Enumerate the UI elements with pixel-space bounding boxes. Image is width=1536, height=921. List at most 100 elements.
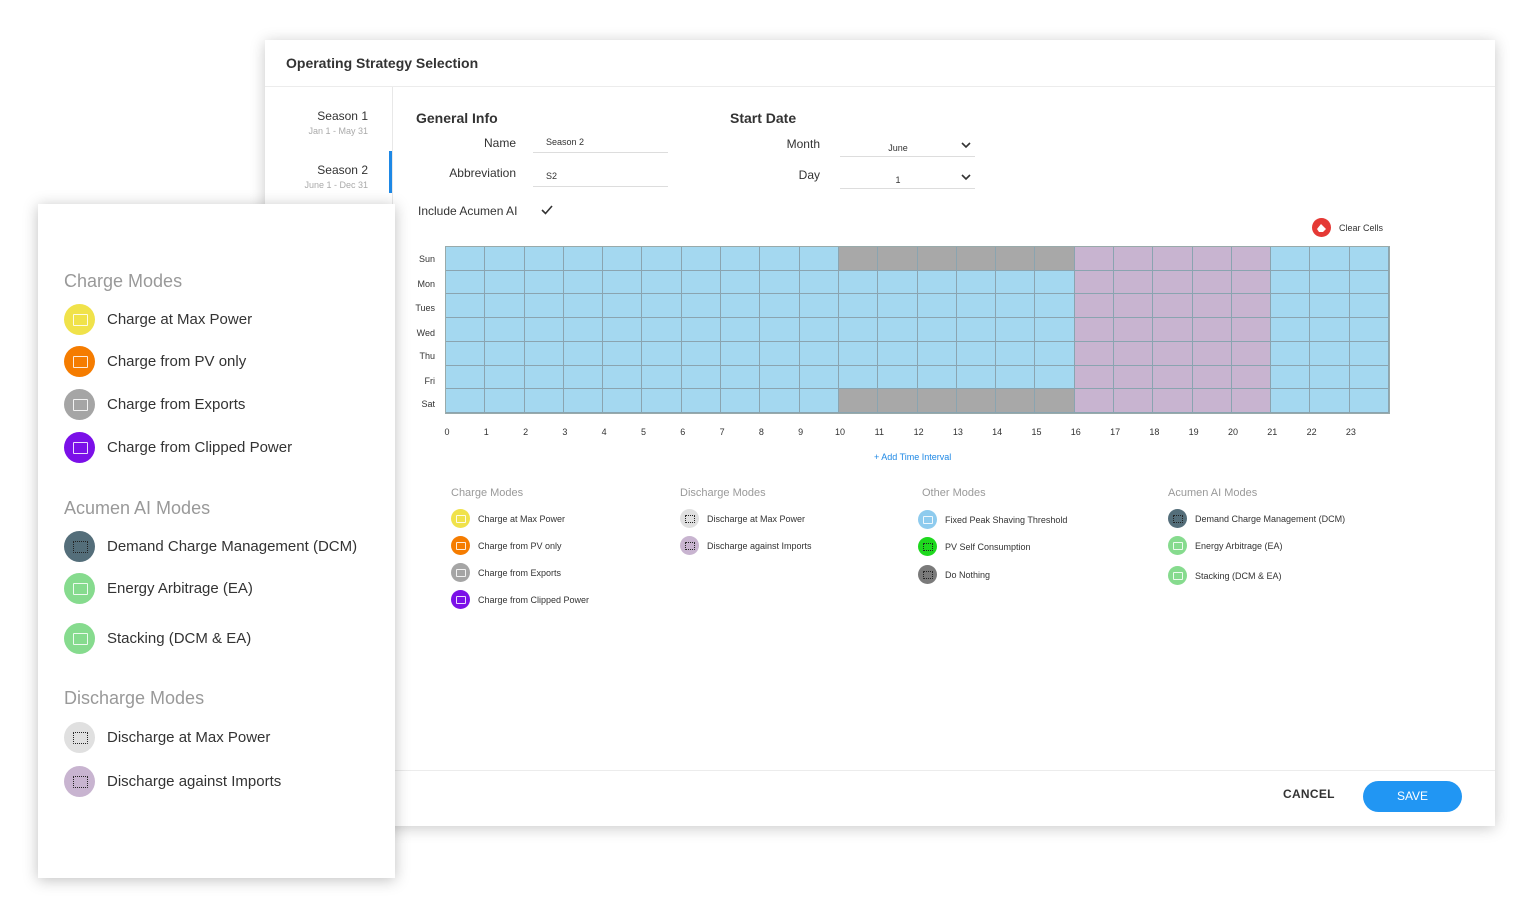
- overlay-mode-item[interactable]: Charge at Max Power: [64, 304, 252, 335]
- schedule-cell[interactable]: [1192, 389, 1232, 413]
- legend-item[interactable]: Charge at Max Power: [451, 509, 565, 528]
- schedule-cell[interactable]: [1153, 365, 1193, 390]
- schedule-cell[interactable]: [524, 247, 564, 271]
- schedule-cell[interactable]: [524, 365, 564, 390]
- schedule-cell[interactable]: [603, 270, 643, 295]
- schedule-cell[interactable]: [603, 318, 643, 342]
- schedule-cell[interactable]: [996, 365, 1036, 390]
- schedule-cell[interactable]: [1271, 318, 1311, 342]
- legend-item[interactable]: Discharge against Imports: [680, 536, 812, 555]
- schedule-grid[interactable]: [445, 246, 1390, 414]
- schedule-cell[interactable]: [760, 389, 800, 413]
- schedule-cell[interactable]: [1349, 247, 1389, 271]
- schedule-cell[interactable]: [1113, 365, 1154, 390]
- schedule-cell[interactable]: [1192, 341, 1232, 366]
- schedule-cell[interactable]: [563, 389, 604, 413]
- day-select[interactable]: 1: [840, 167, 975, 189]
- schedule-cell[interactable]: [956, 365, 997, 390]
- schedule-cell[interactable]: [1113, 270, 1154, 295]
- schedule-cell[interactable]: [760, 294, 800, 319]
- clear-cells-button[interactable]: Clear Cells: [1312, 218, 1383, 237]
- schedule-cell[interactable]: [642, 270, 682, 295]
- schedule-cell[interactable]: [446, 389, 486, 413]
- schedule-cell[interactable]: [563, 341, 604, 366]
- schedule-cell[interactable]: [524, 294, 564, 319]
- schedule-cell[interactable]: [1035, 318, 1075, 342]
- overlay-mode-item[interactable]: Discharge against Imports: [64, 766, 281, 797]
- schedule-cell[interactable]: [917, 294, 957, 319]
- schedule-cell[interactable]: [1310, 389, 1350, 413]
- schedule-cell[interactable]: [838, 294, 879, 319]
- schedule-cell[interactable]: [721, 247, 761, 271]
- schedule-cell[interactable]: [956, 247, 997, 271]
- legend-item[interactable]: Discharge at Max Power: [680, 509, 805, 528]
- schedule-cell[interactable]: [1153, 294, 1193, 319]
- schedule-cell[interactable]: [563, 318, 604, 342]
- schedule-cell[interactable]: [1231, 294, 1272, 319]
- schedule-cell[interactable]: [1349, 365, 1389, 390]
- schedule-cell[interactable]: [563, 270, 604, 295]
- schedule-cell[interactable]: [563, 365, 604, 390]
- schedule-cell[interactable]: [1349, 389, 1389, 413]
- schedule-cell[interactable]: [1074, 341, 1114, 366]
- schedule-cell[interactable]: [524, 341, 564, 366]
- schedule-cell[interactable]: [1310, 365, 1350, 390]
- schedule-cell[interactable]: [1074, 294, 1114, 319]
- schedule-cell[interactable]: [996, 341, 1036, 366]
- schedule-cell[interactable]: [956, 270, 997, 295]
- schedule-cell[interactable]: [642, 318, 682, 342]
- schedule-cell[interactable]: [1192, 294, 1232, 319]
- season-tab-1[interactable]: Season 1 Jan 1 - May 31: [308, 109, 368, 136]
- schedule-cell[interactable]: [1153, 341, 1193, 366]
- schedule-cell[interactable]: [721, 341, 761, 366]
- add-time-interval-link[interactable]: + Add Time Interval: [874, 452, 952, 462]
- schedule-cell[interactable]: [603, 294, 643, 319]
- schedule-cell[interactable]: [1113, 294, 1154, 319]
- legend-item[interactable]: PV Self Consumption: [918, 537, 1031, 556]
- schedule-cell[interactable]: [446, 270, 486, 295]
- schedule-cell[interactable]: [996, 318, 1036, 342]
- schedule-cell[interactable]: [1231, 365, 1272, 390]
- schedule-cell[interactable]: [1231, 318, 1272, 342]
- schedule-cell[interactable]: [1192, 365, 1232, 390]
- schedule-cell[interactable]: [1310, 247, 1350, 271]
- legend-item[interactable]: Demand Charge Management (DCM): [1168, 509, 1345, 528]
- cancel-button[interactable]: CANCEL: [1283, 787, 1335, 801]
- schedule-cell[interactable]: [1271, 365, 1311, 390]
- schedule-cell[interactable]: [799, 341, 839, 366]
- schedule-cell[interactable]: [917, 389, 957, 413]
- schedule-cell[interactable]: [878, 270, 918, 295]
- schedule-cell[interactable]: [446, 247, 486, 271]
- season-tab-2[interactable]: Season 2 June 1 - Dec 31: [304, 151, 392, 193]
- schedule-cell[interactable]: [917, 341, 957, 366]
- schedule-cell[interactable]: [485, 294, 525, 319]
- schedule-cell[interactable]: [524, 318, 564, 342]
- schedule-cell[interactable]: [1271, 247, 1311, 271]
- schedule-cell[interactable]: [1231, 270, 1272, 295]
- schedule-cell[interactable]: [721, 365, 761, 390]
- schedule-cell[interactable]: [681, 247, 722, 271]
- schedule-cell[interactable]: [446, 318, 486, 342]
- schedule-cell[interactable]: [1074, 318, 1114, 342]
- schedule-cell[interactable]: [878, 389, 918, 413]
- overlay-mode-item[interactable]: Discharge at Max Power: [64, 722, 270, 753]
- schedule-cell[interactable]: [603, 365, 643, 390]
- schedule-cell[interactable]: [799, 270, 839, 295]
- schedule-cell[interactable]: [878, 294, 918, 319]
- schedule-cell[interactable]: [878, 247, 918, 271]
- schedule-cell[interactable]: [603, 389, 643, 413]
- schedule-cell[interactable]: [1035, 247, 1075, 271]
- schedule-cell[interactable]: [485, 318, 525, 342]
- schedule-cell[interactable]: [1035, 294, 1075, 319]
- schedule-cell[interactable]: [838, 341, 879, 366]
- schedule-cell[interactable]: [1349, 318, 1389, 342]
- schedule-cell[interactable]: [485, 247, 525, 271]
- schedule-cell[interactable]: [917, 270, 957, 295]
- legend-item[interactable]: Charge from Clipped Power: [451, 590, 589, 609]
- schedule-cell[interactable]: [1192, 247, 1232, 271]
- schedule-cell[interactable]: [956, 318, 997, 342]
- schedule-cell[interactable]: [1231, 389, 1272, 413]
- schedule-cell[interactable]: [681, 270, 722, 295]
- schedule-cell[interactable]: [642, 365, 682, 390]
- schedule-cell[interactable]: [1310, 270, 1350, 295]
